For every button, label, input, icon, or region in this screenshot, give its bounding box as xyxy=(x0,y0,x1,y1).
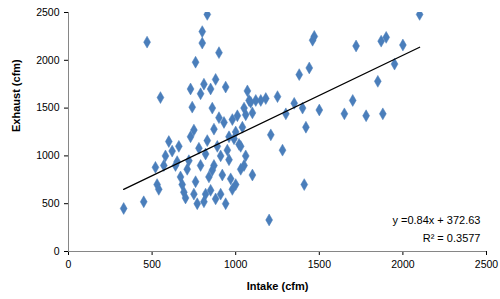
svg-text:1500: 1500 xyxy=(308,258,332,270)
svg-text:Exhaust (cfm): Exhaust (cfm) xyxy=(10,59,22,132)
svg-text:Intake (cfm): Intake (cfm) xyxy=(247,280,309,292)
svg-text:2500: 2500 xyxy=(36,6,60,18)
svg-text:500: 500 xyxy=(143,258,161,270)
svg-text:1000: 1000 xyxy=(224,258,248,270)
svg-text:1500: 1500 xyxy=(36,101,60,113)
svg-text:R² = 0.3577: R² = 0.3577 xyxy=(423,232,481,244)
svg-text:2000: 2000 xyxy=(391,258,415,270)
svg-text:2500: 2500 xyxy=(475,258,499,270)
svg-text:2000: 2000 xyxy=(36,54,60,66)
svg-text:1000: 1000 xyxy=(36,149,60,161)
svg-text:0: 0 xyxy=(66,258,72,270)
svg-text:500: 500 xyxy=(42,197,60,209)
svg-text:0: 0 xyxy=(54,245,60,257)
svg-text:y =0.84x + 372.63: y =0.84x + 372.63 xyxy=(392,214,480,226)
